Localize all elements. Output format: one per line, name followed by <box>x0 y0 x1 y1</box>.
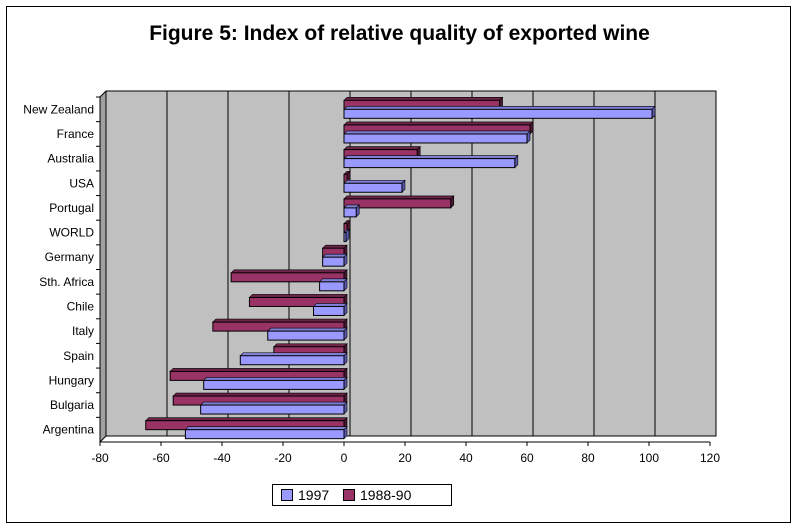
legend-swatch-1997 <box>281 489 293 501</box>
category-label: Bulgaria <box>50 398 94 412</box>
legend-item-1988-90: 1988-90 <box>343 487 411 503</box>
category-label: Germany <box>45 250 94 264</box>
legend-item-1997: 1997 <box>281 487 329 503</box>
bar-1997 <box>184 429 345 440</box>
x-tick-label: 40 <box>459 451 473 465</box>
category-label: New Zealand <box>23 102 94 116</box>
category-label: WORLD <box>49 226 94 240</box>
chart-title: Figure 5: Index of relative quality of e… <box>149 22 650 45</box>
bar-1988-90 <box>248 296 345 307</box>
category-label: USA <box>69 176 94 190</box>
bar-1988-90 <box>230 272 345 283</box>
x-tick-label: 120 <box>700 451 720 465</box>
bar-1997 <box>343 207 357 218</box>
bar-1988-90 <box>343 198 452 209</box>
x-tick-label: -60 <box>152 451 170 465</box>
bar-1997 <box>319 281 345 292</box>
legend-label-1997: 1997 <box>298 487 330 503</box>
bar-1997 <box>322 256 345 267</box>
bar-1997 <box>203 379 345 390</box>
category-label: Spain <box>63 349 94 363</box>
chart-legend: 1997 1988-90 <box>272 484 452 506</box>
bar-1997 <box>343 182 403 193</box>
x-tick-label: -20 <box>274 451 292 465</box>
legend-label-1988-90: 1988-90 <box>360 487 412 503</box>
bar-1997 <box>267 330 345 341</box>
legend-swatch-1988-90 <box>343 489 355 501</box>
x-tick-label: 60 <box>520 451 534 465</box>
bar-1997 <box>343 158 516 169</box>
x-tick-label: -40 <box>213 451 231 465</box>
x-tick-label: 0 <box>341 451 348 465</box>
category-label: France <box>57 127 95 141</box>
x-tick-label: 80 <box>581 451 595 465</box>
bar-1997 <box>200 404 345 415</box>
category-label: Australia <box>47 152 94 166</box>
x-tick-label: 100 <box>639 451 659 465</box>
category-label: Argentina <box>43 423 95 437</box>
bar-1997 <box>239 355 345 366</box>
category-label: Italy <box>72 324 94 338</box>
x-tick-label: -80 <box>91 451 109 465</box>
category-label: Portugal <box>49 201 94 215</box>
category-label: Sth. Africa <box>39 275 94 289</box>
bar-1997 <box>313 305 345 316</box>
bar-1997 <box>343 232 347 243</box>
category-label: Hungary <box>49 373 94 387</box>
bar-1997 <box>343 133 528 144</box>
category-label: Chile <box>67 299 95 313</box>
x-tick-label: 20 <box>398 451 412 465</box>
bar-1997 <box>343 108 653 119</box>
